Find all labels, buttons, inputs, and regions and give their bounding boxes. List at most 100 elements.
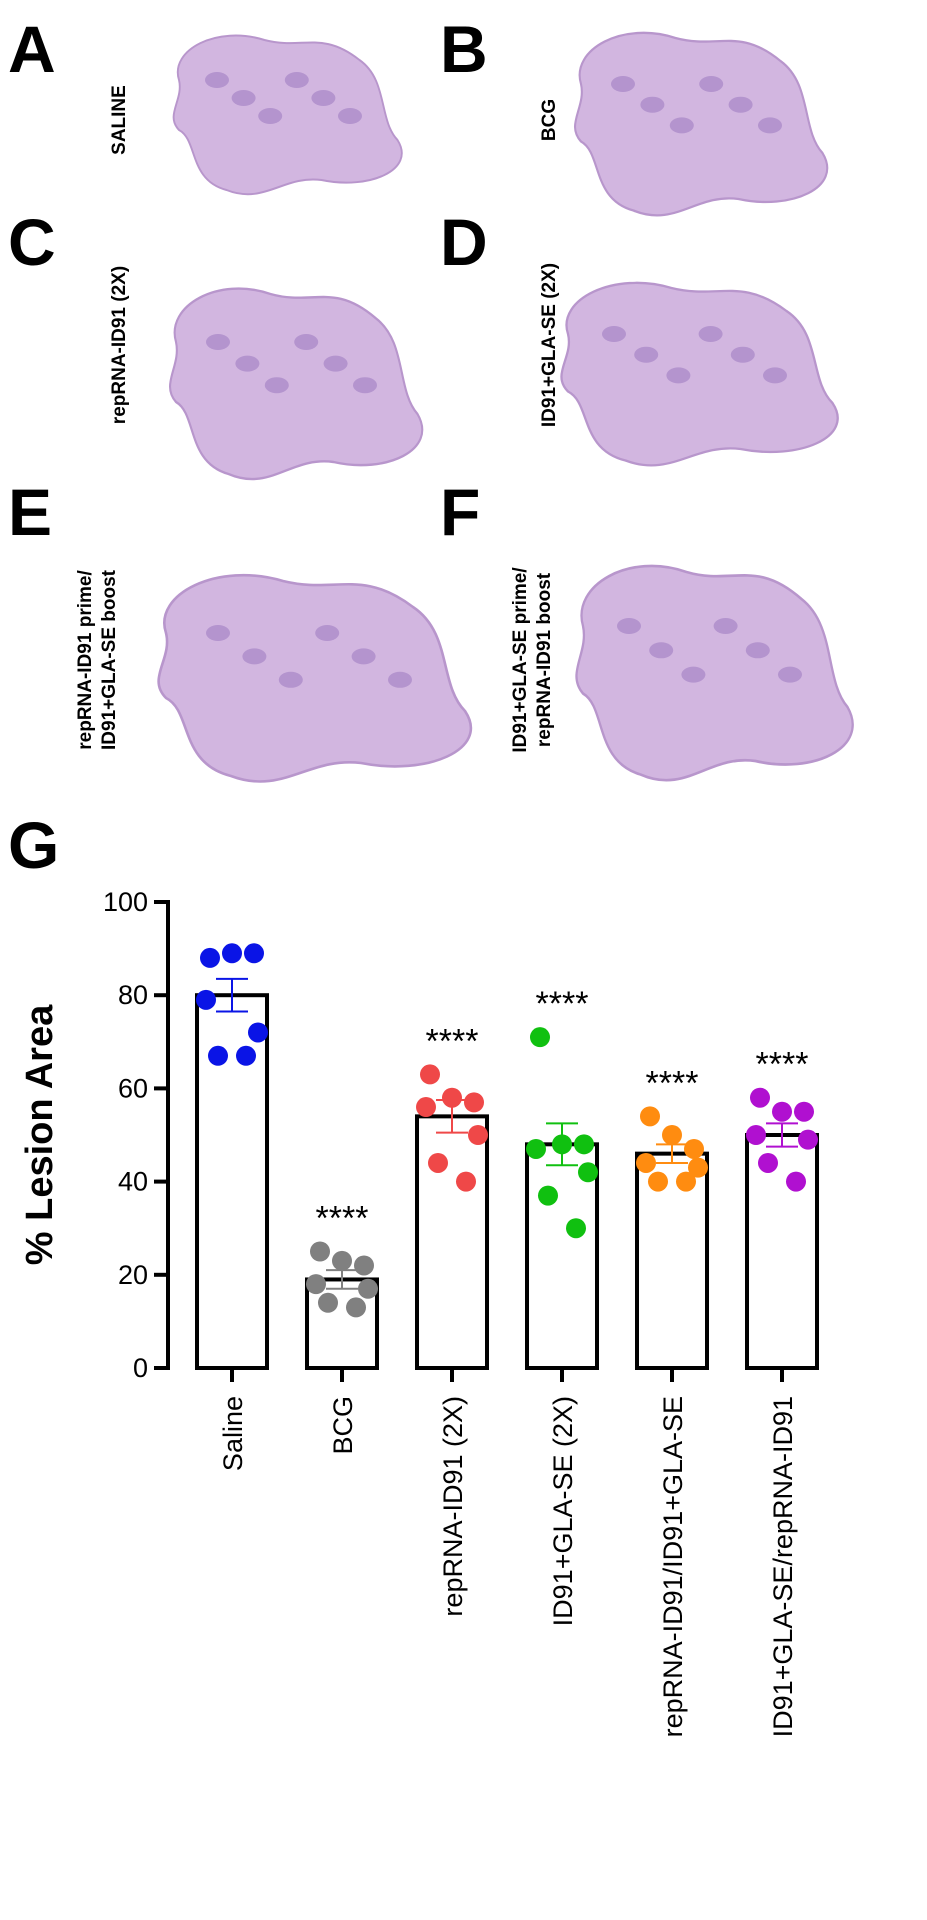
lesion-spot	[235, 355, 260, 372]
data-point	[636, 1152, 656, 1173]
lesion-spot	[763, 367, 787, 384]
lesion-spot	[713, 618, 738, 634]
data-point	[676, 1171, 696, 1192]
bar	[745, 1133, 819, 1370]
x-tick-label: ID91+GLA-SE (2X)	[548, 1396, 578, 1626]
panel-label: SALINE	[109, 85, 130, 155]
data-point	[468, 1125, 488, 1145]
data-point	[248, 1022, 268, 1043]
panel-letter: D	[440, 205, 488, 279]
lesion-spot	[205, 72, 229, 88]
lesion-spot	[264, 377, 289, 394]
data-point	[306, 1274, 326, 1295]
data-point	[244, 943, 264, 964]
data-point	[236, 1045, 256, 1066]
bar	[415, 1114, 489, 1370]
data-point	[196, 989, 216, 1010]
lung-section	[560, 281, 839, 467]
data-point	[200, 947, 220, 968]
data-point	[794, 1101, 814, 1122]
lung-section	[573, 31, 829, 217]
data-point	[310, 1241, 330, 1262]
data-point	[798, 1129, 818, 1150]
panel-label: repRNA-ID91 prime/	[75, 570, 96, 750]
data-point	[464, 1092, 484, 1113]
lesion-spot	[311, 90, 336, 106]
data-point	[332, 1250, 352, 1271]
data-point	[746, 1125, 766, 1145]
lesion-spot	[338, 108, 362, 124]
lesion-spot	[353, 377, 377, 394]
panel-letter: C	[8, 205, 56, 279]
data-point	[318, 1292, 338, 1313]
lesion-spot	[315, 625, 340, 641]
data-point	[552, 1134, 572, 1155]
significance-label: ****	[536, 985, 589, 1023]
significance-label: ****	[756, 1046, 809, 1084]
lesion-spot	[611, 76, 635, 92]
lesion-spot	[730, 346, 755, 363]
lesion-spot	[278, 671, 303, 688]
data-point	[640, 1106, 660, 1127]
lesion-spot	[649, 642, 674, 659]
data-point	[420, 1064, 440, 1085]
lesion-spot	[634, 346, 659, 363]
data-point	[758, 1152, 778, 1173]
data-point	[222, 943, 242, 964]
bar	[195, 993, 269, 1370]
panel-letter: F	[440, 475, 480, 549]
lesion-spot	[206, 625, 230, 641]
data-point	[358, 1278, 378, 1299]
lesion-spot	[728, 96, 753, 113]
data-point	[574, 1134, 594, 1155]
data-point	[416, 1097, 436, 1118]
data-point	[456, 1171, 476, 1192]
x-tick-label: Saline	[218, 1396, 248, 1471]
y-tick-label: 60	[118, 1073, 148, 1103]
data-point	[578, 1162, 598, 1183]
significance-label: ****	[316, 1200, 369, 1238]
x-tick-label: ID91+GLA-SE/repRNA-ID91	[768, 1396, 798, 1737]
significance-label: ****	[646, 1064, 699, 1102]
panel-label: BCG	[539, 99, 560, 141]
data-point	[526, 1138, 546, 1159]
lesion-spot	[778, 666, 802, 683]
data-point	[428, 1152, 448, 1173]
y-tick-label: 100	[103, 887, 148, 917]
lesion-spot	[242, 648, 267, 665]
lesion-spot	[602, 326, 626, 342]
x-tick-label: repRNA-ID91/ID91+GLA-SE	[658, 1396, 688, 1737]
y-tick-label: 40	[118, 1167, 148, 1197]
lesion-spot	[323, 355, 348, 372]
lesion-spot	[640, 96, 665, 113]
data-point	[662, 1125, 682, 1145]
panel-letter: G	[8, 808, 59, 882]
data-point	[354, 1255, 374, 1276]
bar	[635, 1151, 709, 1371]
lung-section	[172, 34, 403, 196]
x-tick-label: BCG	[328, 1396, 358, 1455]
lung-section	[575, 564, 855, 782]
data-point	[648, 1171, 668, 1192]
data-point	[750, 1087, 770, 1108]
lesion-spot	[284, 72, 309, 88]
panel-letter: B	[440, 12, 488, 86]
y-tick-label: 20	[118, 1260, 148, 1290]
panel-letter: E	[8, 475, 52, 549]
lesion-spot	[351, 648, 376, 665]
lesion-spot	[698, 326, 723, 342]
lung-section	[168, 287, 424, 481]
lesion-spot	[745, 642, 770, 659]
panel-label: repRNA-ID91 (2X)	[109, 266, 130, 424]
y-tick-label: 0	[133, 1353, 148, 1383]
data-point	[566, 1218, 586, 1239]
panel-label: ID91+GLA-SE boost	[99, 569, 120, 750]
data-point	[786, 1171, 806, 1192]
error-bar	[216, 977, 248, 1013]
bar-chart: G % Lesion Area 0 20 40 60 80 100 Saline **** BCG *…	[8, 808, 819, 1737]
lesion-spot	[617, 618, 641, 634]
panel-label: ID91+GLA-SE (2X)	[539, 263, 560, 427]
